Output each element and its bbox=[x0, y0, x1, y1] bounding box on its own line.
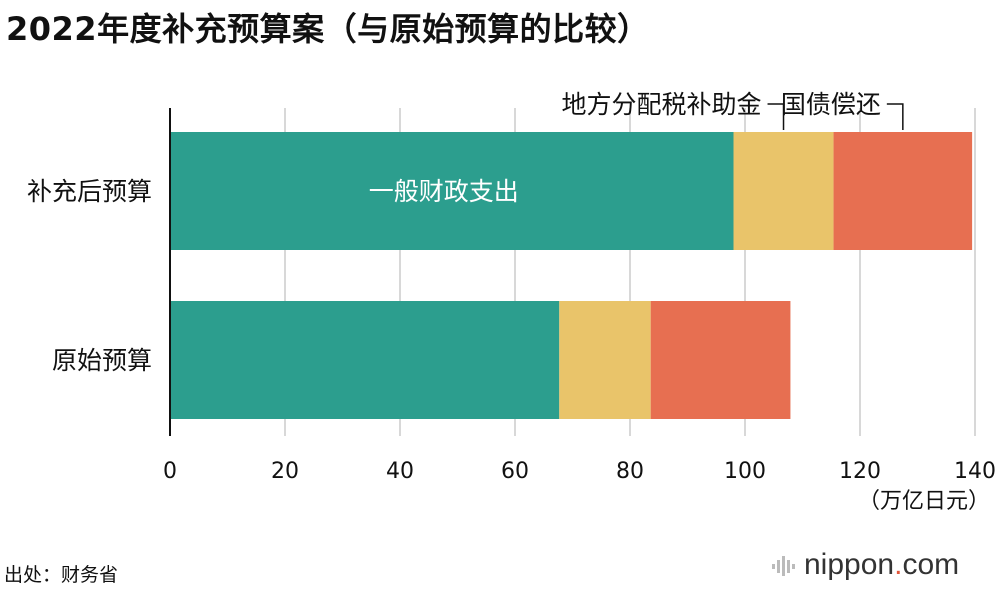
source-note: 出处：财务省 bbox=[4, 564, 119, 586]
series-label-general: 一般财政支出 bbox=[369, 177, 519, 206]
bar-segment bbox=[650, 301, 791, 419]
x-tick-label: 40 bbox=[386, 459, 414, 484]
x-tick-label: 120 bbox=[839, 459, 881, 484]
axis-layer: 0 20 40 60 80 100 120 140 （万亿日元） bbox=[163, 108, 996, 514]
bars-layer bbox=[170, 132, 973, 419]
brand-mark-icon bbox=[772, 556, 795, 577]
chart-title: 2022年度补充预算案（与原始预算的比较） bbox=[6, 10, 650, 48]
brand-logo: nippon.com bbox=[772, 548, 959, 582]
bar-segment bbox=[833, 132, 973, 250]
brand-dot: . bbox=[894, 548, 903, 581]
category-label: 补充后预算 bbox=[27, 177, 152, 206]
leader-line-local bbox=[767, 103, 785, 130]
x-tick-label: 80 bbox=[616, 459, 644, 484]
series-label-local: 地方分配税补助金 bbox=[562, 90, 762, 119]
bar-segment bbox=[559, 301, 651, 419]
brand-tld: com bbox=[902, 548, 960, 581]
bar-segment bbox=[170, 132, 734, 250]
bar-segment bbox=[170, 301, 560, 419]
series-label-bond: 国债偿还 bbox=[781, 90, 881, 119]
x-axis-unit: （万亿日元） bbox=[858, 489, 990, 514]
x-tick-label: 60 bbox=[501, 459, 529, 484]
x-tick-label: 100 bbox=[724, 459, 766, 484]
leader-line-bond bbox=[886, 103, 904, 130]
category-label: 原始预算 bbox=[52, 346, 152, 375]
x-tick-label: 0 bbox=[163, 459, 177, 484]
x-tick-label: 140 bbox=[954, 459, 996, 484]
bar-segment bbox=[733, 132, 834, 250]
x-tick-label: 20 bbox=[271, 459, 299, 484]
brand-name: nippon bbox=[804, 548, 895, 581]
